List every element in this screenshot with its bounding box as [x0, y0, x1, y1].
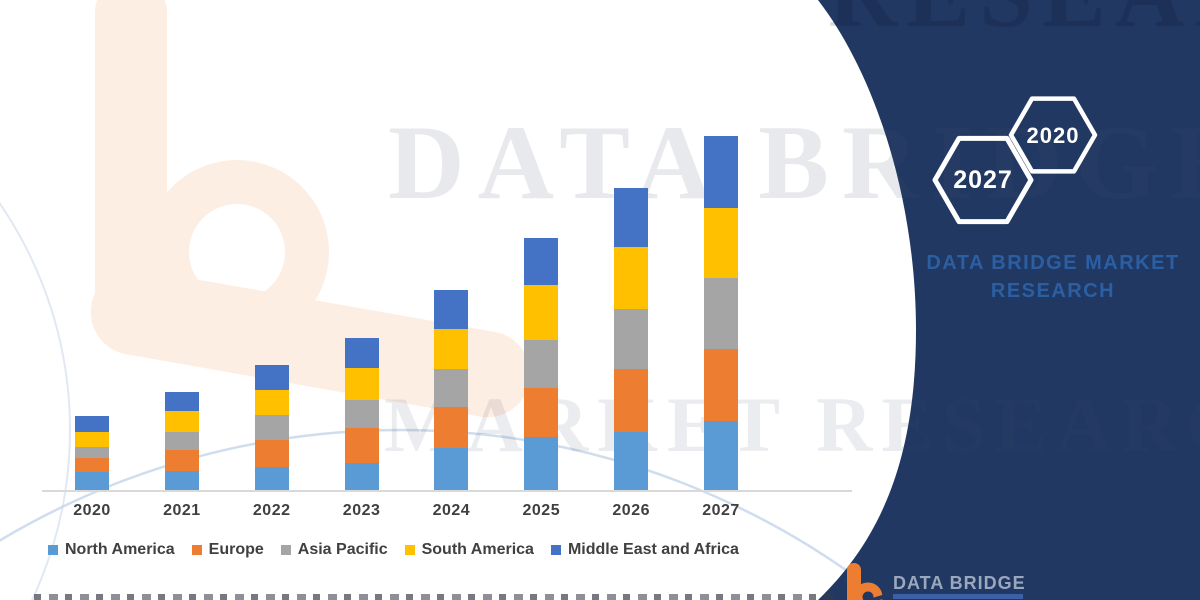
bar-2025 — [524, 238, 559, 490]
segment-north-america — [254, 467, 289, 490]
bar-2022 — [254, 365, 289, 490]
cut-off-caption-text — [34, 594, 834, 600]
segment-asia-pacific — [75, 447, 109, 458]
segment-asia-pacific — [254, 415, 289, 440]
peach-logo-watermark-icon — [90, 0, 531, 418]
legend-item-europe: Europe — [191, 541, 264, 559]
segment-south-america — [344, 368, 379, 400]
legend-swatch-icon — [404, 545, 415, 555]
x-axis-label-2026: 2026 — [612, 502, 650, 519]
segment-north-america — [75, 472, 109, 490]
segment-south-america — [434, 329, 469, 369]
x-axis-label-2021: 2021 — [163, 502, 201, 519]
segment-middle-east-and-africa — [164, 392, 199, 411]
legend-item-asia-pacific: Asia Pacific — [280, 541, 388, 559]
segment-middle-east-and-africa — [434, 290, 469, 329]
segment-middle-east-and-africa — [75, 416, 109, 432]
bar-2024 — [434, 290, 469, 490]
x-axis-label-2024: 2024 — [432, 502, 471, 519]
segment-north-america — [344, 463, 379, 490]
x-axis-line — [42, 490, 852, 492]
bar-2021 — [164, 392, 199, 490]
segment-middle-east-and-africa — [614, 188, 649, 247]
segment-south-america — [254, 390, 289, 415]
legend-label: North America — [65, 541, 175, 558]
legend-swatch-icon — [280, 545, 291, 555]
legend-swatch-icon — [48, 545, 58, 555]
segment-asia-pacific — [164, 432, 199, 450]
x-axis-label-2027: 2027 — [702, 502, 740, 519]
segment-south-america — [614, 247, 649, 309]
legend-label: Europe — [208, 541, 264, 558]
segment-asia-pacific — [344, 400, 379, 428]
legend-label: South America — [421, 541, 534, 558]
faint-circle-outline — [0, 202, 71, 600]
faint-circle-outline — [0, 428, 888, 600]
chart-legend: North America Europe Asia Pacific South Ame… — [48, 541, 739, 559]
legend-swatch-icon — [550, 545, 561, 555]
bar-2020 — [75, 416, 109, 490]
segment-north-america — [704, 421, 738, 490]
segment-asia-pacific — [704, 278, 738, 349]
segment-middle-east-and-africa — [704, 136, 738, 208]
segment-middle-east-and-africa — [254, 365, 289, 390]
bar-2026 — [614, 188, 649, 490]
segment-europe — [344, 428, 379, 463]
segment-europe — [164, 450, 199, 471]
bar-2023 — [344, 338, 379, 490]
x-axis-label-2020: 2020 — [73, 502, 111, 519]
legend-item-north-america: North America — [48, 541, 175, 559]
segment-north-america — [614, 432, 649, 490]
segment-europe — [614, 369, 649, 432]
x-axis-label-2023: 2023 — [342, 502, 381, 519]
legend-label: Asia Pacific — [297, 541, 388, 558]
segment-south-america — [524, 285, 559, 340]
legend-item-south-america: South America — [404, 541, 534, 559]
x-axis-label-2022: 2022 — [252, 502, 291, 519]
navy-panel — [818, 0, 1200, 600]
segment-asia-pacific — [524, 340, 559, 388]
segment-europe — [524, 388, 559, 437]
legend-swatch-icon — [191, 545, 202, 555]
segment-north-america — [524, 437, 559, 490]
segment-south-america — [704, 208, 738, 278]
segment-middle-east-and-africa — [524, 238, 559, 285]
segment-north-america — [164, 471, 199, 490]
bar-2027 — [704, 136, 738, 490]
segment-europe — [704, 349, 738, 421]
segment-europe — [254, 440, 289, 467]
segment-south-america — [164, 411, 199, 432]
segment-asia-pacific — [434, 369, 469, 407]
segment-asia-pacific — [614, 309, 649, 369]
segment-europe — [434, 407, 469, 448]
segment-europe — [75, 458, 109, 472]
segment-middle-east-and-africa — [344, 338, 379, 368]
legend-item-middle-east-and-africa: Middle East and Africa — [550, 541, 739, 559]
segment-north-america — [434, 448, 469, 490]
x-axis-label-2025: 2025 — [522, 502, 561, 519]
legend-label: Middle East and Africa — [567, 541, 739, 558]
segment-south-america — [75, 432, 109, 447]
